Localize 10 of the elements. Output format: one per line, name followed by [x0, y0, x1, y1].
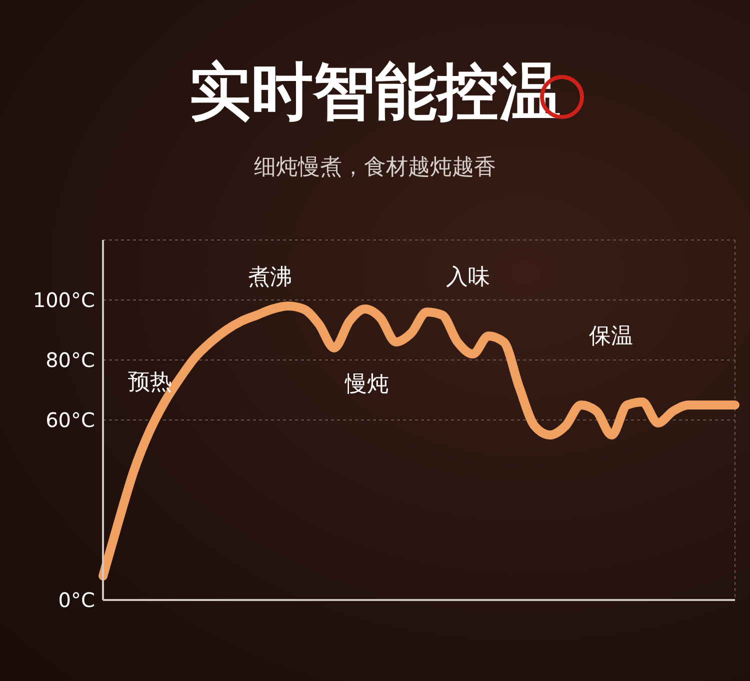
y-tick-label: 60°C [46, 408, 95, 432]
annotation: 慢炖 [344, 371, 390, 399]
y-tick-label: 80°C [46, 348, 95, 372]
annotation: 入味 [445, 264, 491, 292]
annotation: 预热 [127, 369, 173, 397]
annotation: 保温 [588, 323, 634, 351]
chart-subtitle: 细炖慢煮，食材越炖越香 [253, 154, 497, 182]
y-tick-label: 100°C [32, 288, 95, 312]
annotation: 煮沸 [247, 264, 293, 292]
y-tick-label: 0°C [58, 588, 95, 612]
